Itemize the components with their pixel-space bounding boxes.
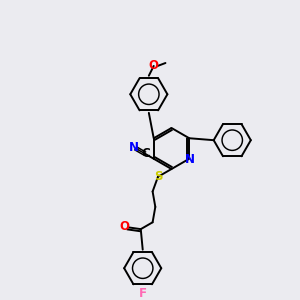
Text: C: C (142, 147, 151, 161)
Text: O: O (119, 220, 129, 233)
Text: N: N (185, 153, 195, 166)
Text: O: O (149, 59, 159, 72)
Text: F: F (139, 287, 147, 300)
Text: S: S (154, 170, 162, 183)
Text: N: N (129, 140, 139, 154)
